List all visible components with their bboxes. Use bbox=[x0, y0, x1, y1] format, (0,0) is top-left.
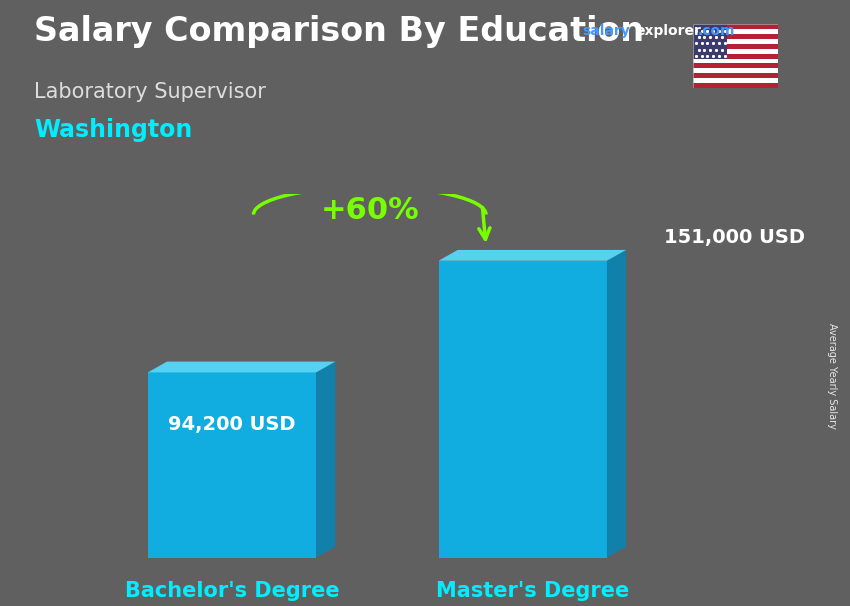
Text: Master's Degree: Master's Degree bbox=[436, 581, 629, 601]
Bar bbox=[693, 29, 778, 34]
Bar bbox=[693, 73, 778, 78]
Bar bbox=[693, 34, 778, 39]
Bar bbox=[693, 44, 778, 48]
Text: .com: .com bbox=[698, 24, 735, 38]
Text: Bachelor's Degree: Bachelor's Degree bbox=[125, 581, 339, 601]
Bar bbox=[693, 24, 727, 59]
Text: Laboratory Supervisor: Laboratory Supervisor bbox=[34, 82, 266, 102]
Bar bbox=[693, 64, 778, 68]
Text: +60%: +60% bbox=[320, 196, 419, 225]
Polygon shape bbox=[607, 250, 626, 558]
Text: Washington: Washington bbox=[34, 118, 192, 142]
Text: 94,200 USD: 94,200 USD bbox=[168, 415, 296, 434]
Bar bbox=[693, 59, 778, 64]
Polygon shape bbox=[148, 362, 335, 372]
Text: salary: salary bbox=[582, 24, 630, 38]
Polygon shape bbox=[148, 372, 316, 558]
Polygon shape bbox=[439, 250, 626, 261]
Bar bbox=[693, 68, 778, 73]
Bar bbox=[693, 48, 778, 53]
Text: Salary Comparison By Education: Salary Comparison By Education bbox=[34, 15, 644, 48]
Text: 151,000 USD: 151,000 USD bbox=[665, 228, 805, 247]
Bar bbox=[693, 83, 778, 88]
Text: explorer: explorer bbox=[636, 24, 701, 38]
Bar bbox=[693, 24, 778, 29]
Text: Average Yearly Salary: Average Yearly Salary bbox=[827, 323, 837, 428]
Bar bbox=[693, 78, 778, 83]
Polygon shape bbox=[316, 362, 335, 558]
Bar bbox=[693, 39, 778, 44]
Polygon shape bbox=[439, 261, 607, 558]
Bar bbox=[693, 53, 778, 59]
